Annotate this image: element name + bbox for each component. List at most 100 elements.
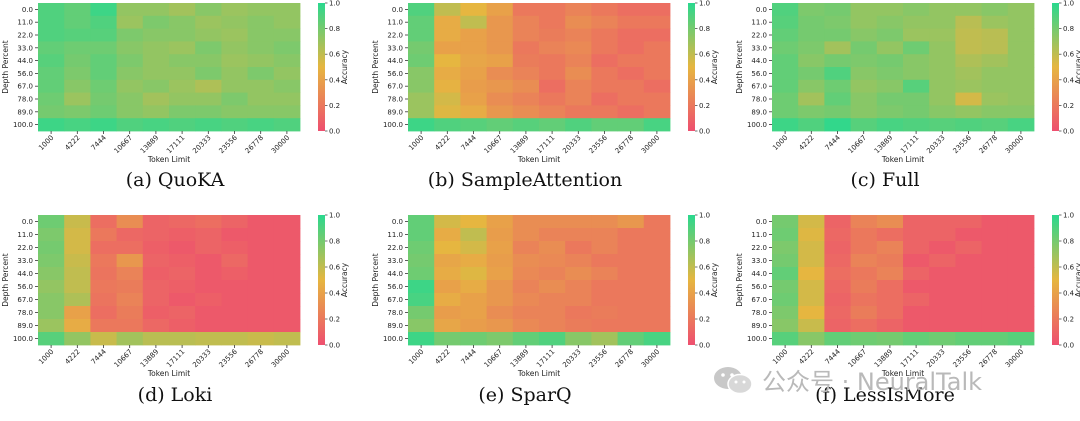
heatmap-cell: [116, 79, 144, 93]
colorbar-tick-label: 1.0: [699, 212, 710, 220]
heatmap-cell: [981, 79, 1009, 93]
heatmap-cell: [408, 41, 435, 55]
heatmap-cell: [460, 215, 487, 229]
colorbar-tick-label: 0.0: [329, 128, 340, 136]
colorbar-tick-label: 0.2: [329, 316, 340, 324]
heatmap-cell: [772, 306, 799, 320]
heatmap-cell: [981, 15, 1009, 29]
heatmap-cell: [643, 306, 671, 320]
heatmap-cell: [798, 254, 825, 268]
heatmap-cell: [486, 293, 514, 307]
heatmap-cell: [90, 267, 117, 281]
heatmap-cell: [512, 228, 540, 242]
y-axis-label: Depth Percent: [735, 253, 744, 307]
colorbar-label: Accuracy: [340, 262, 349, 297]
heatmap-cell: [981, 267, 1009, 281]
heatmap-cell: [460, 306, 487, 320]
heatmap-cell: [981, 319, 1009, 333]
heatmap-cell: [434, 254, 461, 268]
heatmap-cell: [850, 332, 878, 346]
heatmap-cell: [955, 267, 982, 281]
y-tick-label: 89.0: [17, 322, 33, 330]
heatmap-cell: [617, 67, 645, 81]
heatmap-cell: [221, 67, 248, 81]
heatmap-cell: [617, 306, 645, 320]
heatmap-cell: [981, 92, 1009, 106]
panel-caption: (c) Full: [850, 169, 920, 191]
heatmap-cell: [408, 92, 435, 106]
y-tick-label: 11.0: [387, 19, 403, 27]
heatmap-cell: [798, 105, 825, 119]
x-tick-label: 10667: [113, 134, 134, 155]
heatmap-cell: [772, 254, 799, 268]
heatmap-cell: [643, 267, 671, 281]
heatmap-cell: [617, 3, 645, 17]
heatmap-panel-5: 0.0 11.0 22.0 33.0 44.0 56.0 67.0 78.0 89.0 100.0…: [371, 212, 719, 379]
y-tick-label: 33.0: [751, 44, 767, 52]
heatmap-cell: [643, 241, 671, 255]
heatmap-cell: [643, 79, 671, 93]
heatmap-cell: [981, 306, 1009, 320]
heatmap-cell: [539, 293, 566, 307]
x-tick-label: 4222: [433, 134, 451, 152]
colorbar-tick-label: 0.2: [1063, 102, 1074, 110]
heatmap-cell: [772, 79, 799, 93]
heatmap-cell: [221, 3, 248, 17]
heatmap-cell: [38, 319, 65, 333]
heatmap-cell: [850, 118, 878, 132]
heatmap-cell: [460, 3, 487, 17]
heatmap-cell: [824, 79, 851, 93]
heatmap-cell: [876, 3, 904, 17]
colorbar-tick-label: 0.4: [1063, 290, 1075, 298]
heatmap-cell: [772, 228, 799, 242]
colorbar-tick-label: 1.0: [329, 212, 340, 220]
heatmap-cell: [273, 79, 301, 93]
heatmap-cell: [591, 118, 618, 132]
heatmap-cell: [617, 79, 645, 93]
heatmap-cell: [798, 118, 825, 132]
heatmap-cell: [434, 215, 461, 229]
y-tick-label: 11.0: [751, 231, 767, 239]
heatmap-cell: [772, 41, 799, 55]
heatmap-cell: [169, 118, 196, 132]
heatmap-cell: [247, 241, 275, 255]
heatmap-cell: [116, 319, 144, 333]
colorbar-tick-label: 0.4: [699, 290, 711, 298]
heatmap-cell: [142, 319, 170, 333]
heatmap-cell: [903, 332, 930, 346]
x-tick-label: 13889: [509, 134, 530, 155]
heatmap-cell: [64, 293, 91, 307]
heatmap-cell: [169, 92, 196, 106]
heatmap-cell: [247, 293, 275, 307]
heatmap-cell: [929, 319, 956, 333]
heatmap-cell: [142, 105, 170, 119]
heatmap-cell: [486, 254, 514, 268]
heatmap-cell: [247, 92, 275, 106]
heatmap-cell: [617, 293, 645, 307]
heatmap-cell: [273, 105, 301, 119]
heatmap-cell: [981, 54, 1009, 68]
heatmap-cell: [460, 28, 487, 42]
heatmap-cell: [617, 254, 645, 268]
heatmap-cell: [460, 41, 487, 55]
heatmap-cell: [903, 118, 930, 132]
heatmap-cell: [434, 92, 461, 106]
heatmap-cell: [169, 15, 196, 29]
heatmap-cell: [486, 215, 514, 229]
heatmap-cell: [617, 92, 645, 106]
colorbar-tick-label: 0.8: [699, 238, 710, 246]
heatmap-cell: [929, 15, 956, 29]
y-tick-label: 78.0: [751, 96, 767, 104]
heatmap-cell: [1007, 79, 1035, 93]
colorbar-label: Accuracy: [1074, 262, 1080, 297]
heatmap-cell: [512, 3, 540, 17]
colorbar-tick-label: 1.0: [1063, 0, 1074, 8]
heatmap-cell: [486, 41, 514, 55]
colorbar-label: Accuracy: [710, 49, 719, 84]
heatmap-cell: [591, 79, 618, 93]
heatmap-cell: [195, 105, 222, 119]
heatmap-panel-4: 0.0 11.0 22.0 33.0 44.0 56.0 67.0 78.0 89.0 100.0…: [1, 212, 349, 379]
heatmap-cell: [486, 105, 514, 119]
heatmap-cell: [1007, 118, 1035, 132]
heatmap-cell: [460, 280, 487, 294]
